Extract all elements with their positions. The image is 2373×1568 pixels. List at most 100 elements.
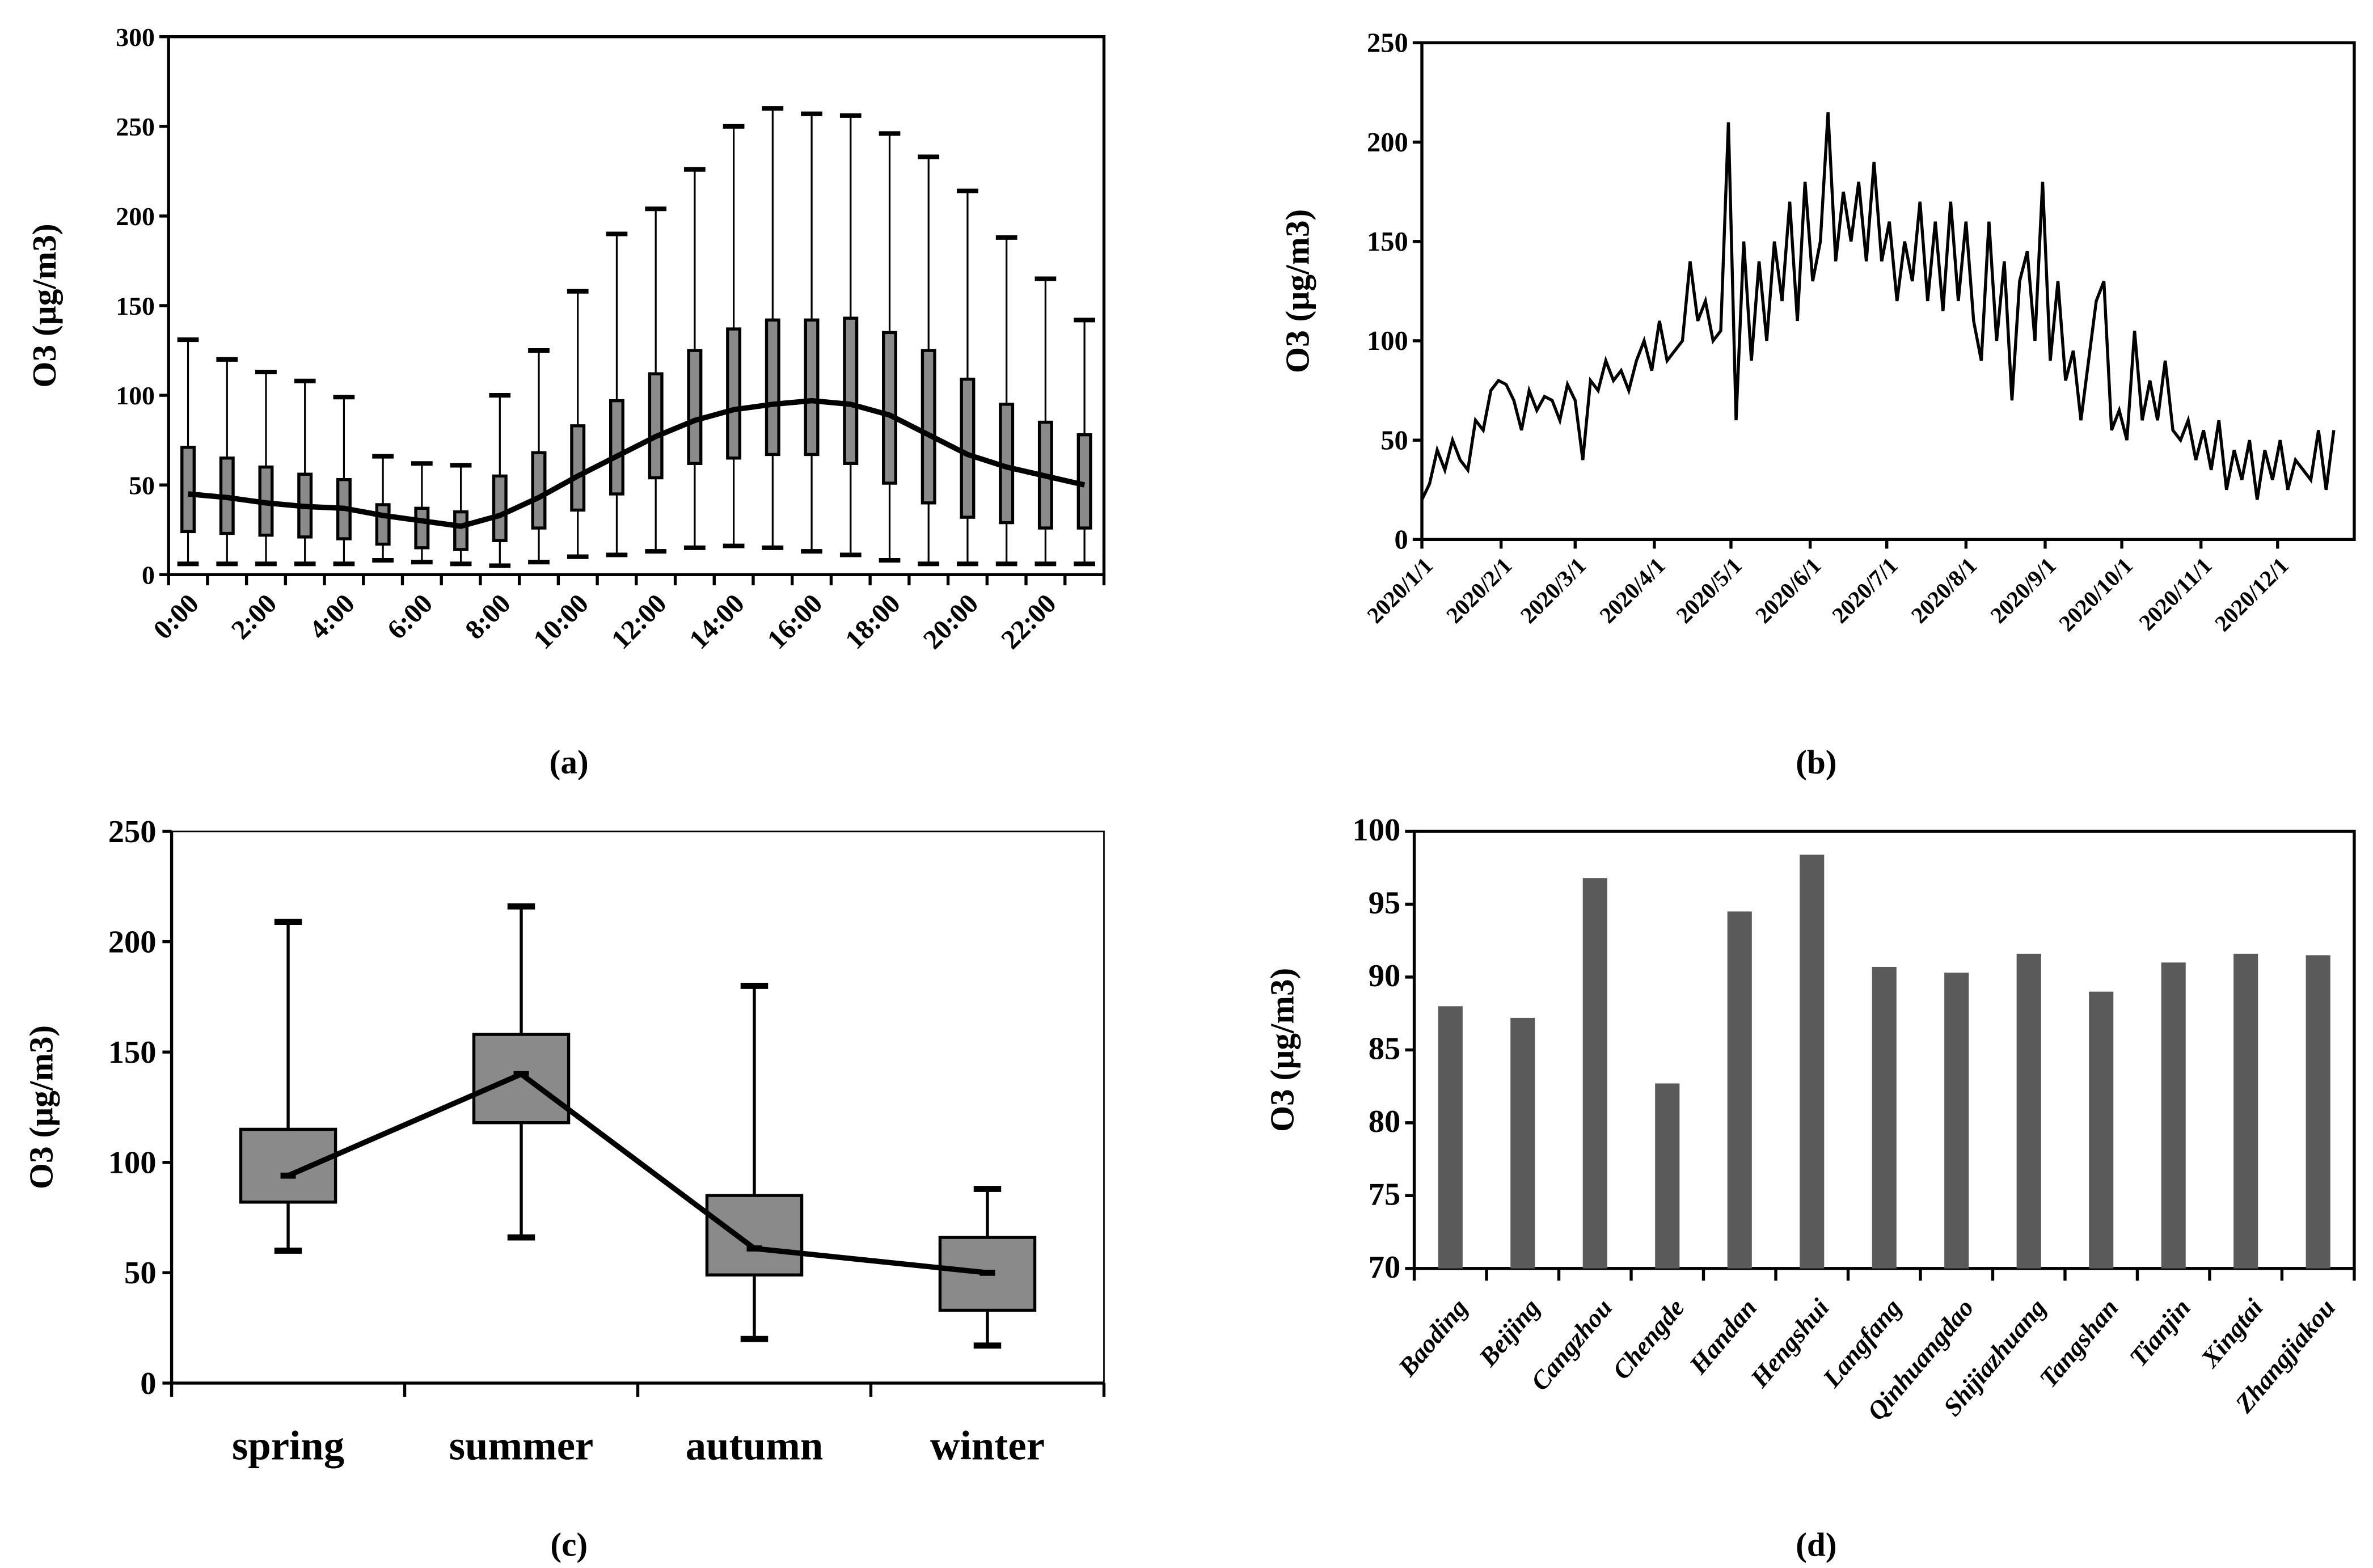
box — [921, 349, 936, 505]
y-tick-label: 150 — [116, 291, 155, 320]
bar — [2161, 962, 2186, 1269]
x-tick-label: 2020/11/1 — [2134, 552, 2216, 635]
y-tick-label: 50 — [129, 471, 155, 500]
x-tick-label: 4:00 — [303, 588, 360, 645]
y-tick-label: 100 — [108, 1146, 157, 1181]
x-tick-label: 2020/10/1 — [2054, 552, 2138, 636]
bar — [2233, 953, 2258, 1269]
box — [239, 1127, 337, 1204]
y-tick-label: 50 — [124, 1256, 157, 1291]
box — [492, 474, 508, 542]
x-tick-label: Xingtai — [2194, 1293, 2269, 1373]
x-tick-label: spring — [232, 1423, 344, 1469]
bar — [1800, 855, 1825, 1269]
mean-line — [188, 398, 1086, 529]
y-tick-label: 85 — [1369, 1032, 1401, 1067]
y-tick-label: 100 — [1367, 326, 1408, 356]
box — [414, 506, 430, 550]
ozone-daily-line — [1420, 112, 2336, 501]
x-tick-label: winter — [930, 1423, 1045, 1469]
box — [705, 1194, 804, 1277]
x-tick-label: 2020/12/1 — [2210, 552, 2294, 636]
y-tick-label: 70 — [1369, 1250, 1401, 1285]
x-tick-label: 12:00 — [606, 588, 672, 654]
mean-line — [287, 1071, 988, 1276]
chart-a: 0 50 100 150 200 250 300 0:00 2:00 4:00 6:00 8:00 10… — [26, 23, 1106, 781]
x-tick-label: 20:00 — [918, 588, 984, 654]
bar — [1944, 973, 1969, 1269]
y-tick-label: 250 — [116, 112, 155, 141]
x-tick-label: 16:00 — [762, 588, 828, 654]
box — [648, 372, 664, 480]
x-tick-label: 2020/6/1 — [1750, 552, 1826, 628]
x-tick-label: Chengde — [1607, 1294, 1690, 1385]
y-tick-label: 300 — [116, 23, 155, 52]
bar — [1727, 911, 1752, 1269]
y-tick-label: 200 — [108, 924, 157, 960]
y-tick-label: 100 — [116, 381, 155, 410]
box — [375, 503, 391, 546]
box — [765, 318, 780, 457]
y-tick-label: 150 — [108, 1035, 157, 1070]
bar — [1510, 1017, 1535, 1269]
x-tick-label: 2020/9/1 — [1985, 552, 2060, 628]
panel-caption: (b) — [1796, 743, 1836, 781]
y-tick-label: 200 — [1367, 128, 1408, 158]
bar — [1872, 966, 1897, 1269]
y-axis-label: O3 (µg/m3) — [26, 223, 63, 387]
chart-c: 0 50 100 150 200 250 spring summer autumn winter O… — [22, 814, 1106, 1563]
x-tick-label: autumn — [686, 1423, 824, 1469]
x-tick-label: 2020/3/1 — [1515, 552, 1591, 628]
x-tick-label: 22:00 — [995, 588, 1062, 654]
box — [570, 424, 586, 512]
x-tick-label: Tianjin — [2123, 1294, 2196, 1372]
x-tick-label: summer — [449, 1423, 594, 1469]
y-tick-label: 80 — [1369, 1104, 1401, 1139]
y-tick-label: 50 — [1380, 425, 1408, 455]
x-tick-label: 2020/4/1 — [1594, 552, 1670, 628]
y-tick-label: 95 — [1369, 886, 1401, 921]
y-tick-label: 200 — [116, 202, 155, 231]
box — [531, 451, 547, 530]
x-tick-label: 0:00 — [148, 588, 205, 645]
bar — [2089, 991, 2114, 1269]
box — [453, 510, 469, 551]
y-axis-label: O3 (µg/m3) — [1264, 968, 1301, 1132]
bar — [2306, 955, 2330, 1269]
y-tick-label: 250 — [108, 814, 157, 849]
x-tick-label: 2020/5/1 — [1671, 552, 1746, 628]
panel-caption: (d) — [1796, 1525, 1836, 1563]
y-axis-label: O3 (µg/m3) — [22, 1025, 60, 1189]
x-tick-label: 8:00 — [459, 588, 516, 645]
x-tick-label: 10:00 — [528, 588, 594, 654]
plot-frame — [1412, 830, 2356, 1270]
box — [687, 349, 703, 465]
box — [180, 446, 196, 534]
x-tick-label: Beijing — [1473, 1294, 1546, 1372]
bar — [1655, 1083, 1680, 1269]
x-tick-label: 2:00 — [226, 588, 282, 645]
bar — [2016, 953, 2041, 1269]
y-tick-label: 0 — [140, 1366, 156, 1401]
y-tick-label: 100 — [1352, 813, 1400, 848]
x-tick-label: 2020/1/1 — [1362, 552, 1438, 628]
x-tick-label: Baoding — [1392, 1294, 1473, 1382]
y-tick-label: 150 — [1367, 227, 1408, 257]
y-tick-label: 75 — [1369, 1177, 1401, 1212]
bar — [1438, 1006, 1463, 1269]
x-tick-label: 18:00 — [839, 588, 906, 654]
box — [960, 377, 976, 519]
box — [804, 318, 820, 457]
x-tick-label: 2020/7/1 — [1827, 552, 1902, 628]
y-tick-label: 0 — [1395, 525, 1408, 555]
box — [726, 327, 742, 460]
y-tick-label: 90 — [1369, 958, 1401, 994]
box — [609, 399, 624, 496]
x-tick-label: 2020/2/1 — [1441, 552, 1517, 628]
box — [472, 1033, 571, 1125]
y-tick-label: 0 — [142, 560, 155, 589]
x-tick-label: 6:00 — [382, 588, 438, 645]
y-tick-label: 250 — [1367, 28, 1408, 58]
